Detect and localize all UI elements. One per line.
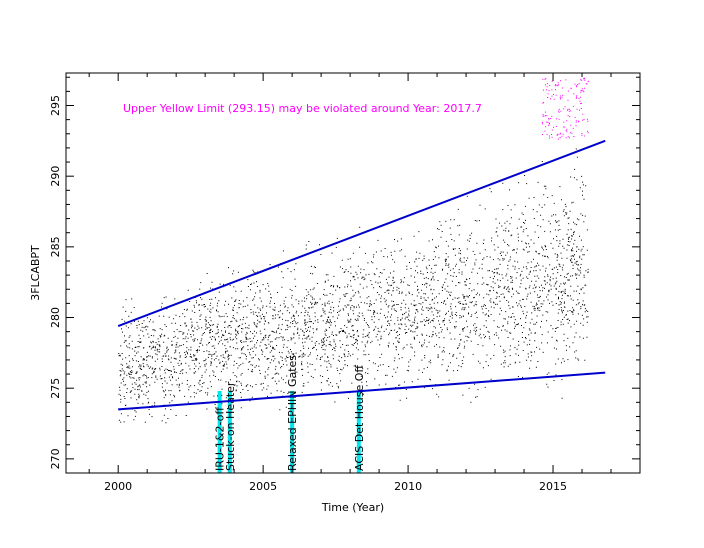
event-label: IRU-1&2-off bbox=[214, 407, 227, 471]
x-axis-title: Time (Year) bbox=[321, 501, 384, 514]
violation-annotation: Upper Yellow Limit (293.15) may be viola… bbox=[123, 102, 482, 115]
event-label: Stuck-on Heater bbox=[224, 381, 237, 471]
y-tick-label: 290 bbox=[49, 166, 62, 187]
upper-trend-line bbox=[117, 139, 606, 327]
y-tick-label: 295 bbox=[49, 95, 62, 116]
y-tick-label: 285 bbox=[49, 236, 62, 257]
y-axis-title: 3FLCABPT bbox=[29, 245, 42, 301]
x-tick-label: 2010 bbox=[394, 480, 422, 493]
y-axis-ticks: 270 275 280 285 290 295 bbox=[49, 76, 640, 474]
x-tick-label: 2000 bbox=[104, 480, 132, 493]
event-label: ACIS Det House Off bbox=[353, 365, 366, 471]
x-axis-ticks: 2000 2005 2010 2015 bbox=[88, 73, 641, 493]
y-tick-label: 280 bbox=[49, 307, 62, 328]
x-tick-label: 2015 bbox=[539, 480, 567, 493]
event-label: Relaxed EPHIN Gates bbox=[286, 355, 299, 471]
y-tick-label: 270 bbox=[49, 448, 62, 469]
trend-lines bbox=[117, 139, 606, 411]
y-tick-label: 275 bbox=[49, 378, 62, 399]
plot-frame bbox=[65, 72, 641, 474]
x-tick-label: 2005 bbox=[249, 480, 277, 493]
lower-trend-line bbox=[118, 371, 606, 411]
